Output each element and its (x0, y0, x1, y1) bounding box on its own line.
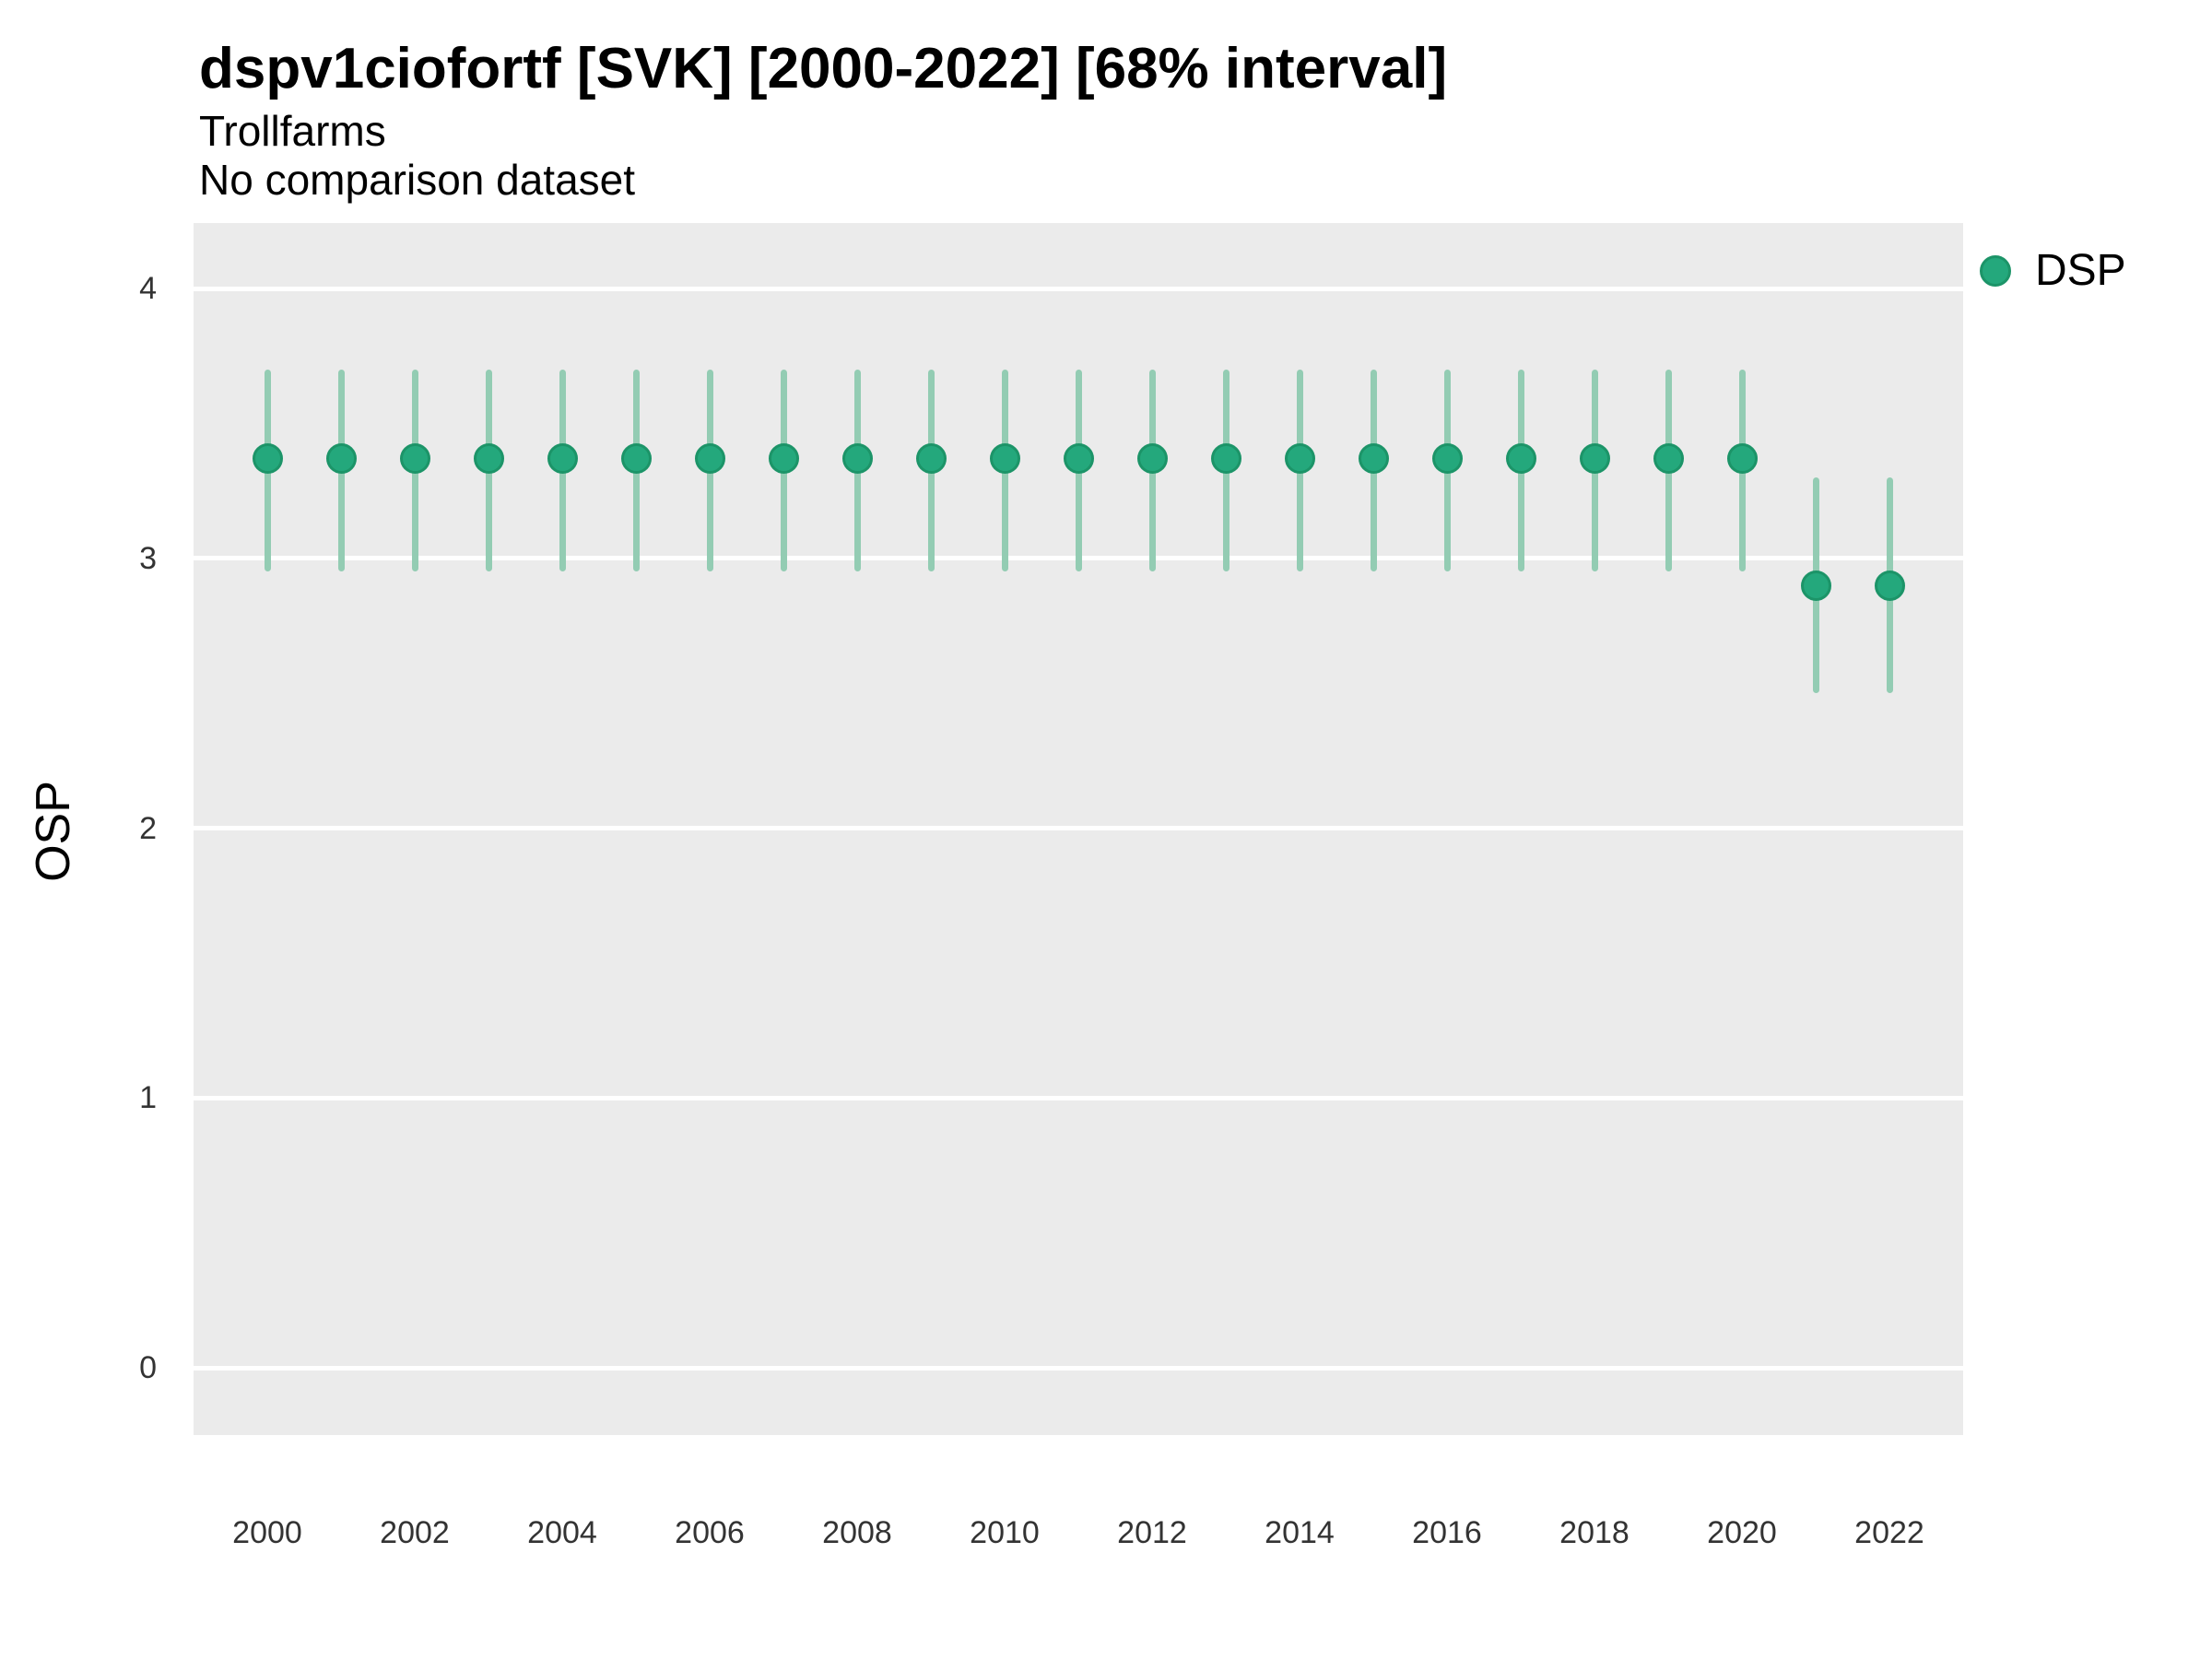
data-point-2000 (252, 442, 283, 474)
y-tick-label-0: 0 (139, 1350, 157, 1385)
legend: DSP (1980, 249, 2126, 293)
x-tick-label-2002: 2002 (380, 1515, 450, 1550)
chart-title: dspv1ciofortf [SVK] [2000-2022] [68% int… (199, 37, 1448, 100)
gridline-y-1 (194, 1095, 1963, 1100)
x-tick-label-2004: 2004 (527, 1515, 597, 1550)
data-point-2012 (1136, 442, 1168, 474)
data-point-2008 (841, 442, 873, 474)
data-point-2021 (1800, 570, 1831, 601)
y-tick-label-1: 1 (139, 1080, 157, 1116)
chart-subtitle: Trollfarms (199, 107, 386, 155)
legend-circle-icon (1980, 255, 2011, 287)
data-point-2018 (1579, 442, 1610, 474)
gridline-y-4 (194, 286, 1963, 291)
comparison-note: No comparison dataset (199, 156, 636, 204)
gridline-y-2 (194, 826, 1963, 830)
data-point-2006 (694, 442, 725, 474)
data-point-2009 (915, 442, 947, 474)
x-tick-label-2020: 2020 (1707, 1515, 1777, 1550)
data-point-2015 (1358, 442, 1389, 474)
data-point-2003 (473, 442, 504, 474)
y-tick-label-4: 4 (139, 271, 157, 306)
data-point-2020 (1726, 442, 1758, 474)
x-tick-label-2012: 2012 (1117, 1515, 1187, 1550)
data-point-2001 (325, 442, 357, 474)
x-tick-label-2016: 2016 (1412, 1515, 1482, 1550)
x-tick-label-2000: 2000 (232, 1515, 302, 1550)
data-point-2019 (1653, 442, 1684, 474)
data-point-2004 (547, 442, 578, 474)
data-point-2002 (399, 442, 430, 474)
x-tick-label-2006: 2006 (675, 1515, 745, 1550)
x-tick-label-2018: 2018 (1559, 1515, 1630, 1550)
legend-label: DSP (2035, 246, 2126, 295)
y-tick-label-2: 2 (139, 810, 157, 846)
data-point-2010 (989, 442, 1020, 474)
data-point-2013 (1210, 442, 1241, 474)
x-tick-label-2008: 2008 (822, 1515, 892, 1550)
y-tick-label-3: 3 (139, 540, 157, 576)
data-point-2014 (1284, 442, 1315, 474)
gridline-y-0 (194, 1365, 1963, 1371)
data-point-2011 (1063, 442, 1094, 474)
data-point-2016 (1431, 442, 1463, 474)
data-point-2007 (768, 442, 799, 474)
data-point-2017 (1505, 442, 1536, 474)
data-point-2022 (1874, 570, 1905, 601)
x-tick-label-2010: 2010 (970, 1515, 1040, 1550)
data-point-2005 (620, 442, 652, 474)
x-tick-label-2014: 2014 (1265, 1515, 1335, 1550)
x-tick-label-2022: 2022 (1854, 1515, 1924, 1550)
